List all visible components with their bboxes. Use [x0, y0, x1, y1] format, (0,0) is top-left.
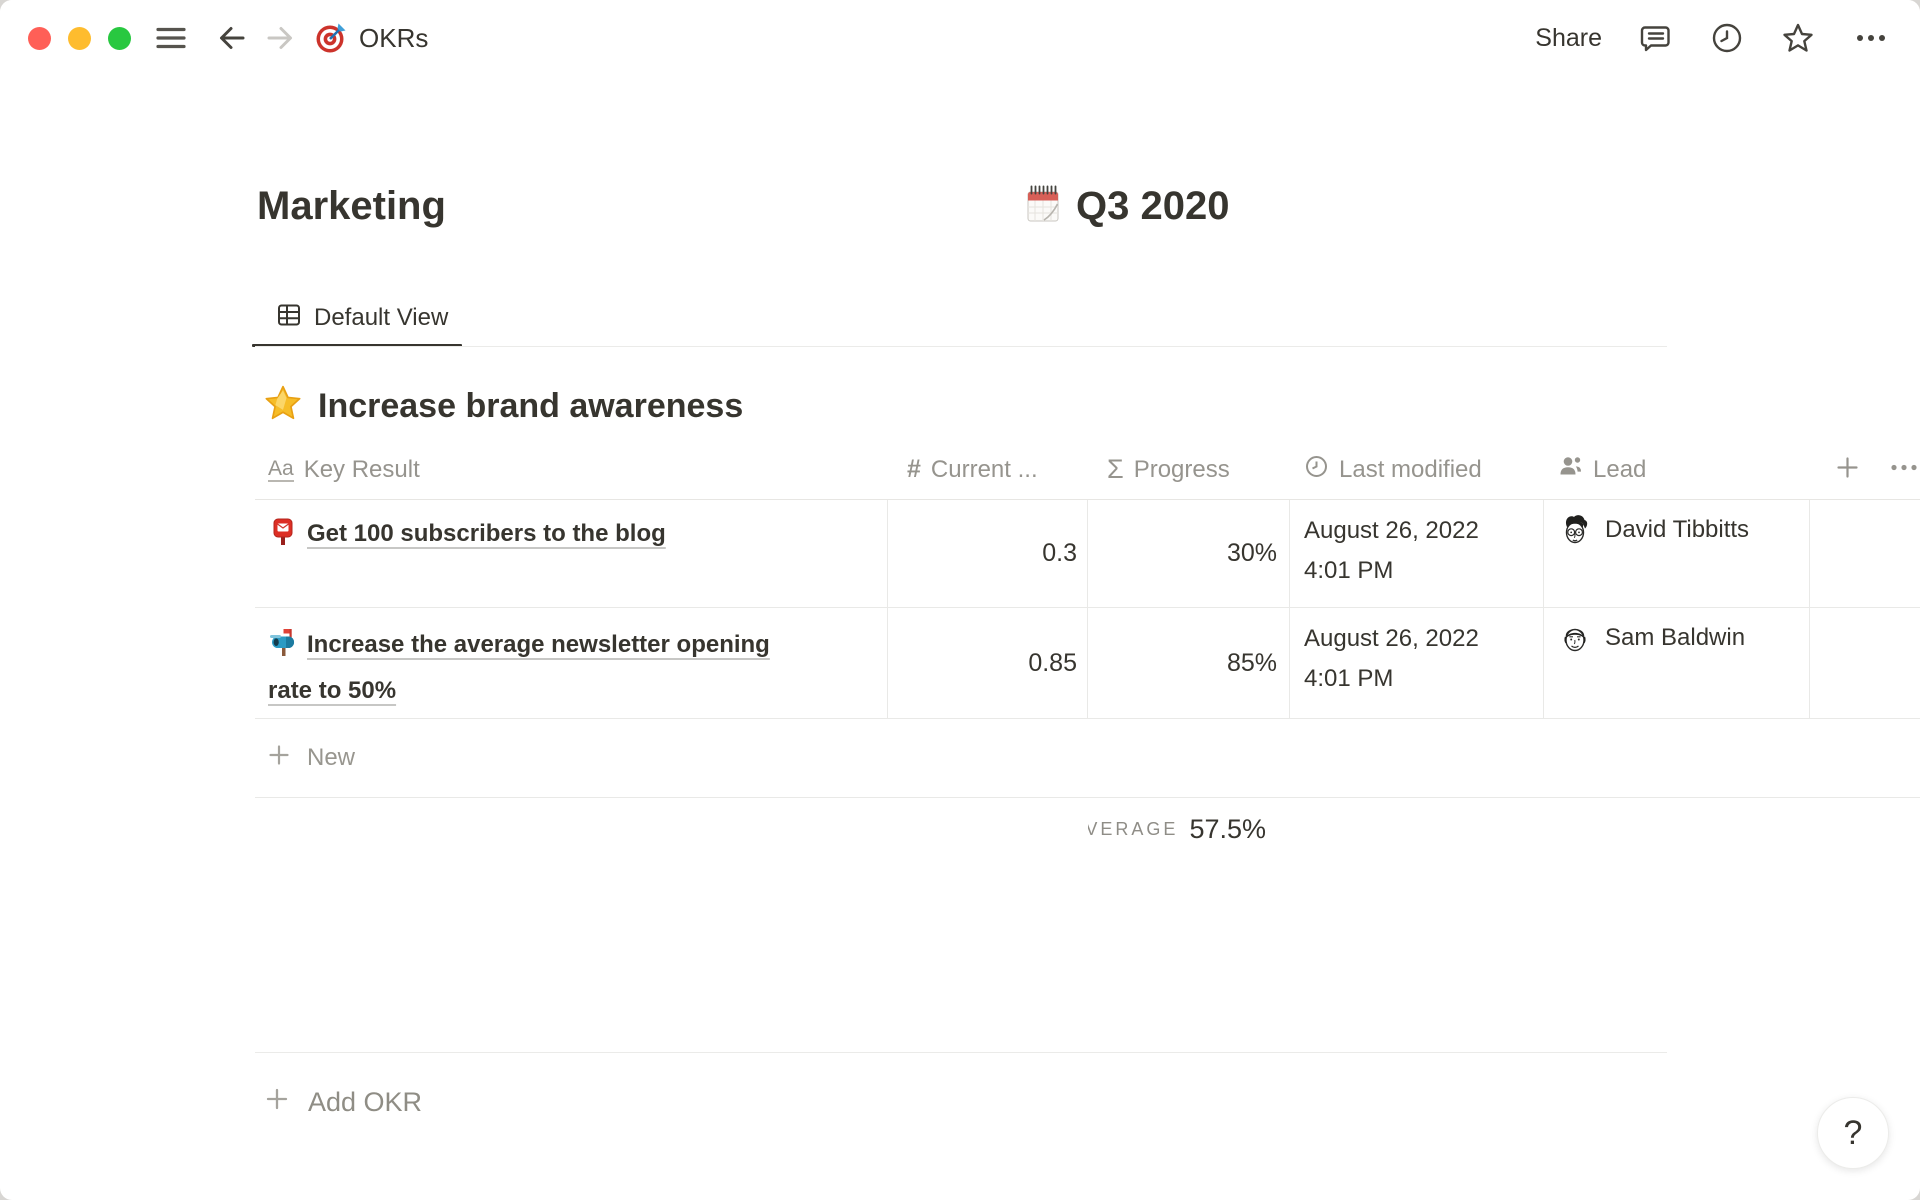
table-row: Increase the average newsletter opening … — [255, 608, 1920, 719]
key-result-link[interactable]: Get 100 subscribers to the blog — [307, 520, 666, 547]
comments-icon[interactable] — [1639, 21, 1673, 55]
avatar — [1558, 621, 1592, 667]
modified-time: 4:01 PM — [1304, 665, 1394, 692]
plus-icon — [263, 1085, 291, 1120]
lead-name: Sam Baldwin — [1605, 624, 1746, 651]
minimize-window-button[interactable] — [68, 26, 91, 50]
column-label: Last modified — [1339, 455, 1482, 483]
calculation-row: AVERAGE 57.5% — [255, 798, 1920, 860]
column-header-current[interactable]: # Current ... — [888, 455, 1088, 484]
row-trailing-space — [1810, 500, 1920, 607]
last-modified-cell[interactable]: August 26, 2022 4:01 PM — [1290, 608, 1544, 718]
favorite-star-icon[interactable] — [1781, 21, 1815, 55]
plus-icon — [266, 742, 292, 775]
calc-value: 57.5% — [1189, 813, 1266, 844]
new-row-label: New — [307, 744, 356, 771]
titlebar: OKRs Share — [0, 0, 1920, 76]
table-view-icon — [276, 302, 302, 333]
key-result-link[interactable]: Increase the average newsletter opening … — [268, 631, 770, 704]
table-header-actions — [1810, 454, 1920, 486]
avatar — [1558, 513, 1592, 559]
column-header-progress[interactable]: Σ Progress — [1088, 454, 1290, 485]
tabs-divider — [255, 346, 1667, 347]
help-button[interactable]: ? — [1817, 1097, 1889, 1169]
key-result-cell[interactable]: Increase the average newsletter opening … — [255, 608, 888, 718]
sidebar-menu-icon[interactable] — [153, 21, 189, 55]
back-arrow-icon[interactable] — [215, 21, 249, 55]
column-label: Lead — [1593, 455, 1647, 483]
active-tab-underline — [252, 344, 462, 347]
add-okr-label: Add OKR — [308, 1087, 423, 1117]
table-header-row: Aa Key Result # Current ... Σ Progress L… — [255, 440, 1920, 500]
number-property-icon: # — [907, 455, 921, 483]
star-icon — [264, 384, 302, 427]
objective-heading: Increase brand awareness — [264, 384, 743, 427]
content-divider — [255, 1052, 1667, 1053]
dart-target-page-icon[interactable] — [315, 22, 347, 54]
page-title-quarter: Q3 2020 — [1022, 178, 1229, 234]
share-button[interactable]: Share — [1535, 23, 1602, 52]
current-value-cell[interactable]: 0.85 — [888, 608, 1088, 718]
more-ellipsis-icon[interactable] — [1852, 21, 1890, 55]
titlebar-actions: Share — [1535, 21, 1890, 55]
progress-average-cell[interactable]: AVERAGE 57.5% — [1088, 798, 1278, 860]
close-window-button[interactable] — [28, 26, 51, 50]
modified-date: August 26, 2022 — [1304, 517, 1479, 544]
table-row: Get 100 subscribers to the blog 0.3 30% … — [255, 500, 1920, 608]
page-title-marketing: Marketing — [257, 184, 446, 228]
modified-time: 4:01 PM — [1304, 557, 1394, 584]
add-column-plus-icon[interactable] — [1834, 454, 1861, 486]
new-row-button[interactable]: New — [255, 719, 1920, 798]
current-value-cell[interactable]: 0.3 — [888, 500, 1088, 607]
column-label: Current ... — [930, 455, 1038, 483]
row-trailing-space — [1810, 608, 1920, 718]
last-modified-cell[interactable]: August 26, 2022 4:01 PM — [1290, 500, 1544, 607]
clock-icon — [1304, 454, 1329, 486]
progress-cell[interactable]: 85% — [1088, 608, 1290, 718]
traffic-lights — [28, 26, 131, 50]
table-options-ellipsis-icon[interactable] — [1889, 454, 1919, 486]
breadcrumb-page-title[interactable]: OKRs — [359, 22, 429, 53]
postbox-emoji-icon — [268, 517, 298, 560]
lead-name: David Tibbitts — [1605, 516, 1750, 543]
objective-title: Increase brand awareness — [318, 386, 744, 425]
page-headings: Marketing Q3 2020 — [0, 178, 1920, 238]
formula-sigma-icon: Σ — [1107, 454, 1124, 484]
lead-cell[interactable]: Sam Baldwin — [1544, 608, 1810, 718]
calc-label: AVERAGE — [1088, 818, 1179, 839]
column-label: Key Result — [303, 455, 420, 483]
person-icon — [1558, 454, 1583, 485]
okr-table: Aa Key Result # Current ... Σ Progress L… — [0, 440, 1920, 860]
calendar-icon — [1022, 182, 1064, 231]
quarter-title: Q3 2020 — [1076, 184, 1230, 228]
column-header-lead[interactable]: Lead — [1544, 454, 1810, 485]
view-tabs: Default View — [0, 296, 1920, 348]
key-result-cell[interactable]: Get 100 subscribers to the blog — [255, 500, 888, 607]
mailbox-emoji-icon — [268, 628, 298, 671]
modified-date: August 26, 2022 — [1304, 625, 1479, 652]
column-label: Progress — [1133, 455, 1230, 483]
progress-cell[interactable]: 30% — [1088, 500, 1290, 607]
zoom-window-button[interactable] — [108, 26, 131, 50]
add-okr-button[interactable]: Add OKR — [263, 1085, 422, 1120]
tab-label: Default View — [314, 303, 449, 331]
column-header-key-result[interactable]: Aa Key Result — [255, 456, 888, 484]
updates-clock-icon[interactable] — [1710, 21, 1744, 55]
column-header-last-modified[interactable]: Last modified — [1290, 454, 1544, 486]
lead-cell[interactable]: David Tibbitts — [1544, 500, 1810, 607]
tab-default-view[interactable]: Default View — [276, 302, 448, 333]
text-property-icon: Aa — [268, 456, 294, 482]
forward-arrow-icon[interactable] — [263, 21, 297, 55]
